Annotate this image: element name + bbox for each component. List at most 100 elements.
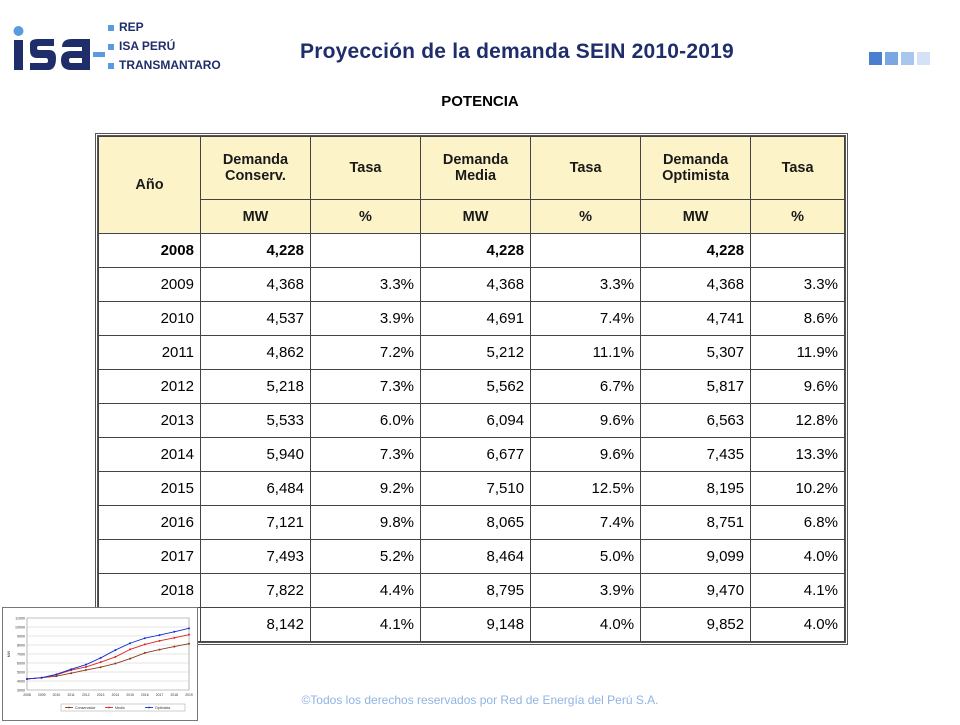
data-point xyxy=(114,655,117,658)
series-line xyxy=(26,627,190,680)
legend-label: Conservador xyxy=(75,706,96,710)
rate-cell xyxy=(309,233,422,268)
rate-cell: 13.3% xyxy=(750,437,845,472)
x-tick-label: 2012 xyxy=(82,693,90,697)
data-point xyxy=(188,642,190,645)
year-cell: 2009 xyxy=(98,267,201,302)
table-row: 2018 7,822 4.4% 8,795 3.9% 9,470 4.1% xyxy=(98,573,845,608)
legend-marker xyxy=(108,706,110,709)
demand-cell: 4,537 xyxy=(199,301,311,336)
rate-cell xyxy=(750,233,845,268)
table-body: 2008 4,228 4,228 4,228 2009 4,368 3.3% 4,368 3.3… xyxy=(98,233,845,642)
rate-cell: 4.0% xyxy=(750,539,845,574)
year-cell: 2017 xyxy=(98,539,201,574)
unit-header: % xyxy=(309,199,422,234)
demand-cell: 6,563 xyxy=(640,403,752,438)
table-row: 2015 6,484 9.2% 7,510 12.5% 8,195 10.2% xyxy=(98,471,845,506)
x-tick-label: 2016 xyxy=(141,693,149,697)
unit-header: MW xyxy=(420,199,532,234)
data-point xyxy=(55,673,58,676)
brand-item: ISA PERÚ xyxy=(108,37,221,56)
year-cell: 2012 xyxy=(98,369,201,404)
data-point xyxy=(158,634,161,637)
y-tick-label: 4000 xyxy=(17,680,25,684)
demand-chart-thumbnail: 3000 4000 5000 6000 7000 8000 9000 10000 11000 20… xyxy=(2,607,198,721)
table-row: 2009 4,368 3.3% 4,368 3.3% 4,368 3.3% xyxy=(98,267,845,302)
data-point xyxy=(143,637,146,640)
col-header-year: Año xyxy=(98,136,201,234)
rate-cell: 4.1% xyxy=(309,607,422,642)
x-tick-label: 2010 xyxy=(53,693,61,697)
year-cell: 2011 xyxy=(98,335,201,370)
rate-cell: 11.1% xyxy=(530,335,642,370)
table-row: 2010 4,537 3.9% 4,691 7.4% 4,741 8.6% xyxy=(98,301,845,336)
y-tick-label: 9000 xyxy=(17,635,25,639)
y-tick-label: 11000 xyxy=(15,617,25,621)
table-row: 2016 7,121 9.8% 8,065 7.4% 8,751 6.8% xyxy=(98,505,845,540)
demand-cell: 9,470 xyxy=(640,573,752,608)
demand-cell: 9,099 xyxy=(640,539,752,574)
rate-cell: 7.4% xyxy=(530,301,642,336)
table-row: 2017 7,493 5.2% 8,464 5.0% 9,099 4.0% xyxy=(98,539,845,574)
demand-cell: 5,307 xyxy=(640,335,752,370)
data-point xyxy=(129,657,132,660)
demand-cell: 4,228 xyxy=(640,233,752,268)
demand-table-wrapper: Año Demanda Conserv. Tasa Demanda Media … xyxy=(95,133,848,645)
rate-cell: 4.0% xyxy=(530,607,642,642)
x-tick-label: 2018 xyxy=(170,693,178,697)
legend-box xyxy=(60,703,186,712)
rate-cell: 4.0% xyxy=(750,607,845,642)
demand-cell: 6,484 xyxy=(199,471,311,506)
brand-item: TRANSMANTARO xyxy=(108,56,221,75)
data-point xyxy=(114,649,117,652)
data-point xyxy=(70,672,73,675)
data-point xyxy=(99,656,102,659)
demand-cell: 4,862 xyxy=(199,335,311,370)
data-point xyxy=(173,645,176,648)
demand-cell: 9,852 xyxy=(640,607,752,642)
data-point xyxy=(70,668,73,671)
data-point xyxy=(143,651,146,654)
data-point xyxy=(158,648,161,651)
table-row: 2008 4,228 4,228 4,228 xyxy=(98,233,845,268)
rate-cell: 9.6% xyxy=(530,437,642,472)
unit-header: % xyxy=(750,199,845,234)
isa-logo xyxy=(12,18,222,78)
year-cell: 2008 xyxy=(98,233,201,268)
data-point xyxy=(173,630,176,633)
table-header-row: Año Demanda Conserv. Tasa Demanda Media … xyxy=(98,136,845,234)
rate-cell xyxy=(530,233,642,268)
data-point xyxy=(55,675,58,678)
data-point xyxy=(84,665,87,668)
demand-cell: 6,677 xyxy=(420,437,532,472)
rate-cell: 11.9% xyxy=(750,335,845,370)
demand-cell: 5,533 xyxy=(199,403,311,438)
data-point xyxy=(173,636,176,639)
data-point xyxy=(26,677,28,680)
legend-marker xyxy=(148,706,150,709)
demand-cell: 7,121 xyxy=(199,505,311,540)
demand-cell: 8,795 xyxy=(420,573,532,608)
data-point xyxy=(158,639,161,642)
rate-cell: 10.2% xyxy=(750,471,845,506)
table-units-row: MW % MW % MW % xyxy=(99,199,845,234)
rate-cell: 7.4% xyxy=(530,505,642,540)
demand-cell: 8,065 xyxy=(420,505,532,540)
rate-cell: 9.8% xyxy=(309,505,422,540)
y-tick-label: 8000 xyxy=(17,644,25,648)
rate-cell: 12.8% xyxy=(750,403,845,438)
year-cell: 2010 xyxy=(98,301,201,336)
x-tick-label: 2017 xyxy=(156,693,164,697)
demand-cell: 8,195 xyxy=(640,471,752,506)
demand-cell: 8,464 xyxy=(420,539,532,574)
section-subtitle: POTENCIA xyxy=(441,93,519,110)
demand-cell: 5,218 xyxy=(199,369,311,404)
col-header-rate: Tasa xyxy=(309,136,422,200)
demand-cell: 5,940 xyxy=(199,437,311,472)
rate-cell: 6.7% xyxy=(530,369,642,404)
col-header-media: Demanda Media xyxy=(420,136,532,200)
demand-cell: 4,228 xyxy=(420,233,532,268)
demand-cell: 4,368 xyxy=(640,267,752,302)
rate-cell: 6.8% xyxy=(750,505,845,540)
demand-cell: 8,142 xyxy=(199,607,311,642)
